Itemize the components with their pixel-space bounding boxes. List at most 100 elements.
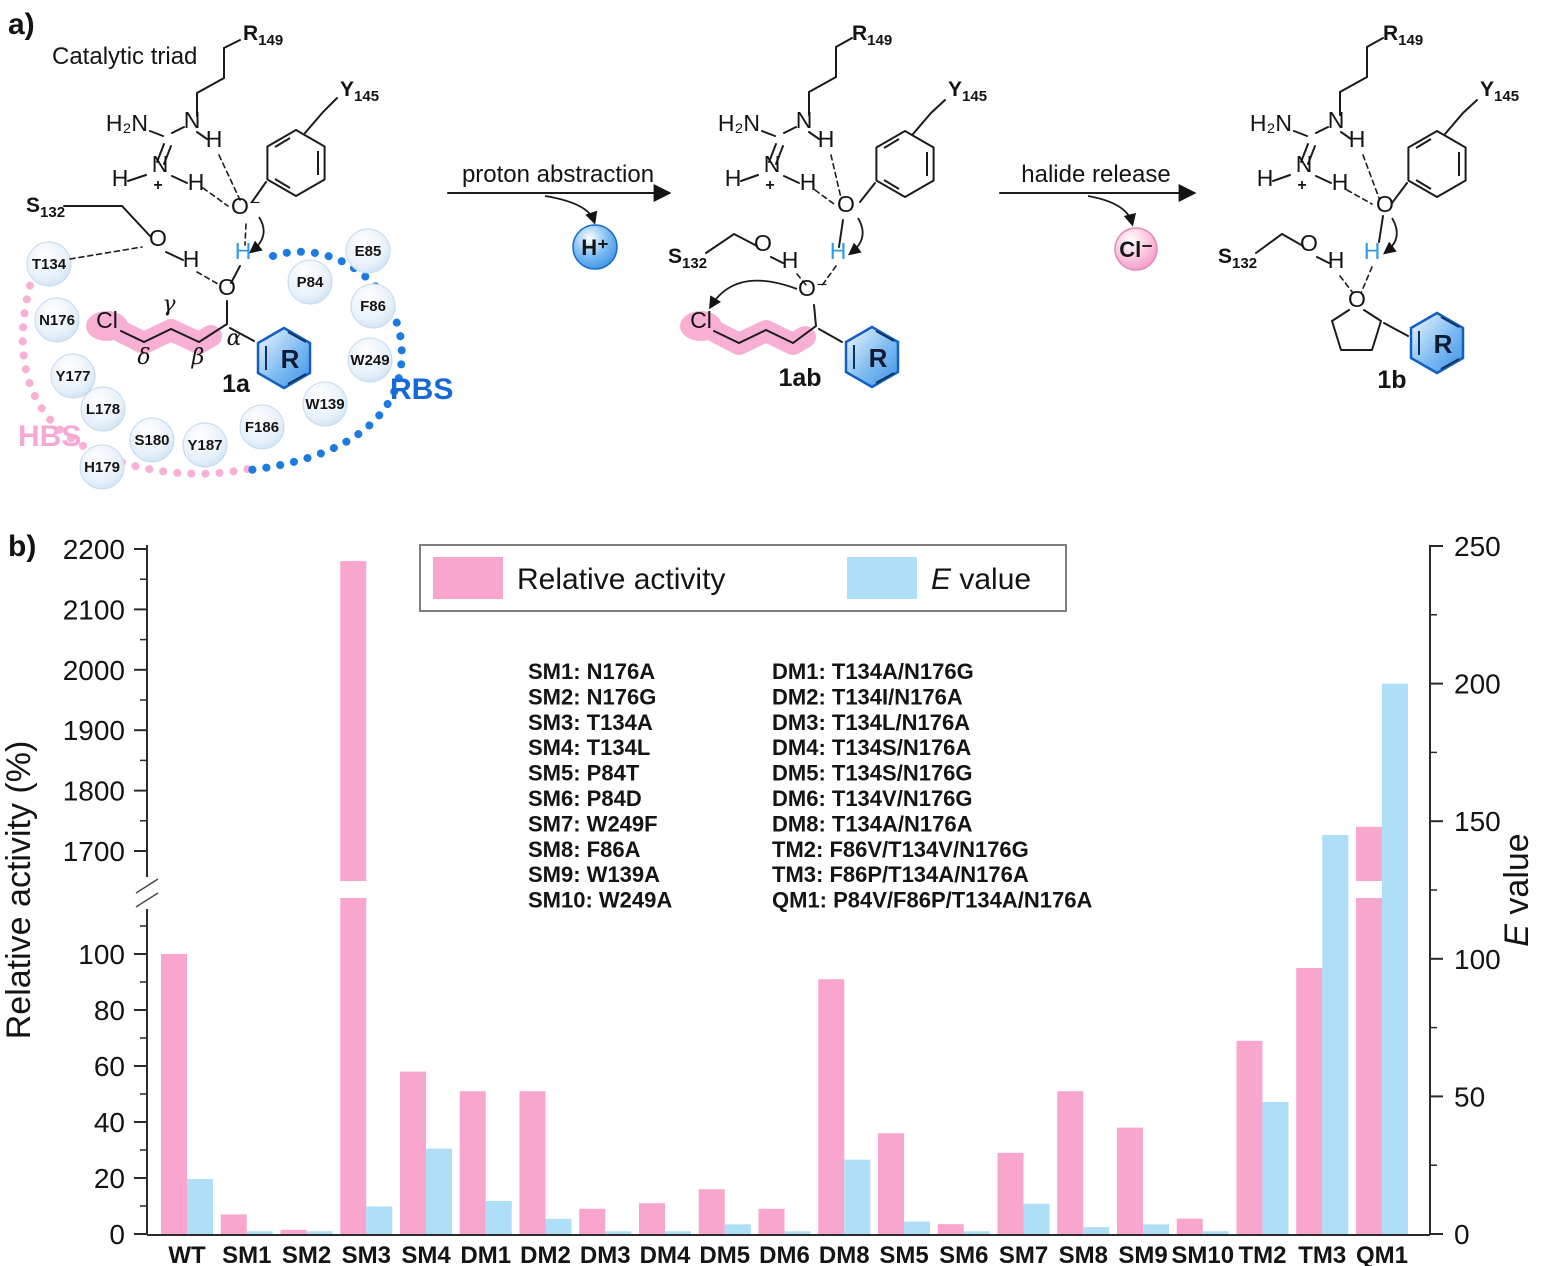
atom-h2n: H₂N [106,110,148,136]
pocket-residue-label-L178: L178 [86,401,120,418]
hexagon-r-group: R [1409,311,1465,375]
x-label-QM1: QM1 [1356,1242,1408,1266]
axis-break-slash [135,878,159,894]
bar-chart: WT SM1 SM2 SM3 SM4 DM1 DM2 DM3 DM4 DM5 DM6 DM8 SM5 SM… [63,531,1501,1266]
pocket-residue-label-Y177: Y177 [55,368,90,385]
bar-e-value-DM2 [545,1218,572,1235]
pocket-residue-bubble-P84 [287,259,333,305]
bar-relative-activity-DM6 [758,1208,785,1235]
atom-n: N [1328,107,1345,133]
plus-charge: + [765,177,774,194]
atom-h: H [818,126,835,152]
structure-alkoxide-intermediate: R R149 Y145 S132 H₂N N H N + H H O H O H… [668,22,987,392]
atom-h: H [800,169,817,195]
legend-box [419,544,1067,612]
pocket-residue-bubble-N176 [34,297,80,343]
alpha-label: α [227,326,242,351]
x-label-SM4: SM4 [401,1242,451,1266]
x-label-SM8: SM8 [1059,1242,1108,1266]
pocket-residue-label-H179: H179 [84,459,120,476]
pocket-residue-bubbles: T134 N176 Y177 L178 S180 H179 Y187 F186 W139 W249… [26,228,396,490]
proton-sphere [572,224,618,270]
atom-h: H [725,165,742,191]
double-bond [1300,143,1316,165]
mutant-key-entry: SM2: N176G [528,684,656,709]
right-tick-label: 0 [1454,1219,1470,1250]
bar-relative-activity-TM2 [1236,1040,1263,1235]
bar-e-value-DM1 [485,1200,512,1235]
x-label-DM5: DM5 [699,1242,750,1266]
atom-o: O [218,274,236,300]
bar-relative-activity-SM4 [400,1071,426,1235]
right-tick-label: 250 [1454,531,1501,562]
x-label-DM3: DM3 [580,1242,631,1266]
tyrosine-ring [875,130,935,198]
legend-label-relative-activity: Relative activity [517,563,725,596]
double-bond [768,143,784,165]
pocket-residue-bubble-W139 [302,381,348,427]
right-tick-label: 50 [1454,1081,1485,1112]
rbs-site-label: RBS [390,373,453,406]
species-1ab: 1ab [778,364,821,392]
x-label-SM9: SM9 [1118,1242,1167,1266]
pocket-residue-label-W249: W249 [350,352,389,369]
pocket-residue-bubble-Y187 [182,422,228,468]
pocket-residue-label-Y187: Y187 [187,437,222,454]
bar-e-value-SM6 [963,1231,990,1235]
bar-e-value-TM3 [1322,834,1349,1235]
atom-h: H [206,126,223,152]
bar-relative-activity-DM1 [459,1091,486,1235]
pocket-residue-label-S180: S180 [134,432,169,449]
gamma-label: γ [162,292,176,317]
hexagon-r-group: R [844,325,900,389]
left-tick-label: 1700 [63,836,125,867]
bar-e-value-SM8 [1083,1227,1110,1235]
atom-n-plus: N [152,151,169,177]
bar-relative-activity-SM1 [220,1214,247,1235]
left-tick-label: 1800 [63,776,125,807]
r-group-label: R [281,344,300,374]
h-bonds [796,154,842,288]
tyrosine-ring [1407,130,1467,198]
atom-h2n: H₂N [718,110,760,136]
right-tick-label: 150 [1454,806,1501,837]
bar-relative-activity-SM7 [997,1152,1024,1235]
left-tick-label: 2000 [63,655,125,686]
right-axis-title: E value [1498,833,1536,946]
atom-o: O [1376,191,1394,217]
pocket-residue-bubble-H179 [79,444,125,490]
chloride-sphere [1114,227,1158,271]
hexagon-r-group: R [256,326,312,390]
mutant-key-entry: SM4: T134L [528,735,650,760]
x-label-DM6: DM6 [759,1242,810,1266]
proton-sphere-label: H⁺ [581,235,609,260]
residue-y145: Y145 [1480,78,1519,105]
atom-h: H [183,246,200,272]
atom-h: H [1257,165,1274,191]
mutant-key-entry: SM6: P84D [528,786,642,811]
atom-cl: Cl [96,307,118,333]
pocket-residue-bubble-S180 [129,417,175,463]
right-tick-label: 100 [1454,944,1501,975]
legend-swatch-relative-activity [433,557,503,599]
mutant-key-entry: TM2: F86V/T134V/N176G [772,837,1029,862]
x-label-SM6: SM6 [939,1242,988,1266]
pocket-residue-bubble-L178 [80,386,126,432]
x-label-TM2: TM2 [1239,1242,1287,1266]
x-label-SM1: SM1 [222,1242,271,1266]
proton-abstraction-label: proton abstraction [462,161,654,188]
bar-relative-activity-SM5 [878,1133,904,1235]
mutant-key-entry: DM6: T134V/N176G [772,786,973,811]
bar-relative-activity-SM3-lower [340,898,367,1235]
binding-site-arcs [18,247,406,478]
bar-e-value-DM8 [844,1159,871,1235]
bar-e-value-WT [187,1178,213,1235]
panel-a-label: a) [8,8,35,41]
pocket-residue-bubble-F186 [239,404,285,450]
reaction-step-1: proton abstraction H⁺ [447,161,672,270]
bond-skeleton [1255,37,1478,351]
atom-h: H [1349,126,1366,152]
mutant-key-entry: DM5: T134S/N176G [772,761,973,786]
